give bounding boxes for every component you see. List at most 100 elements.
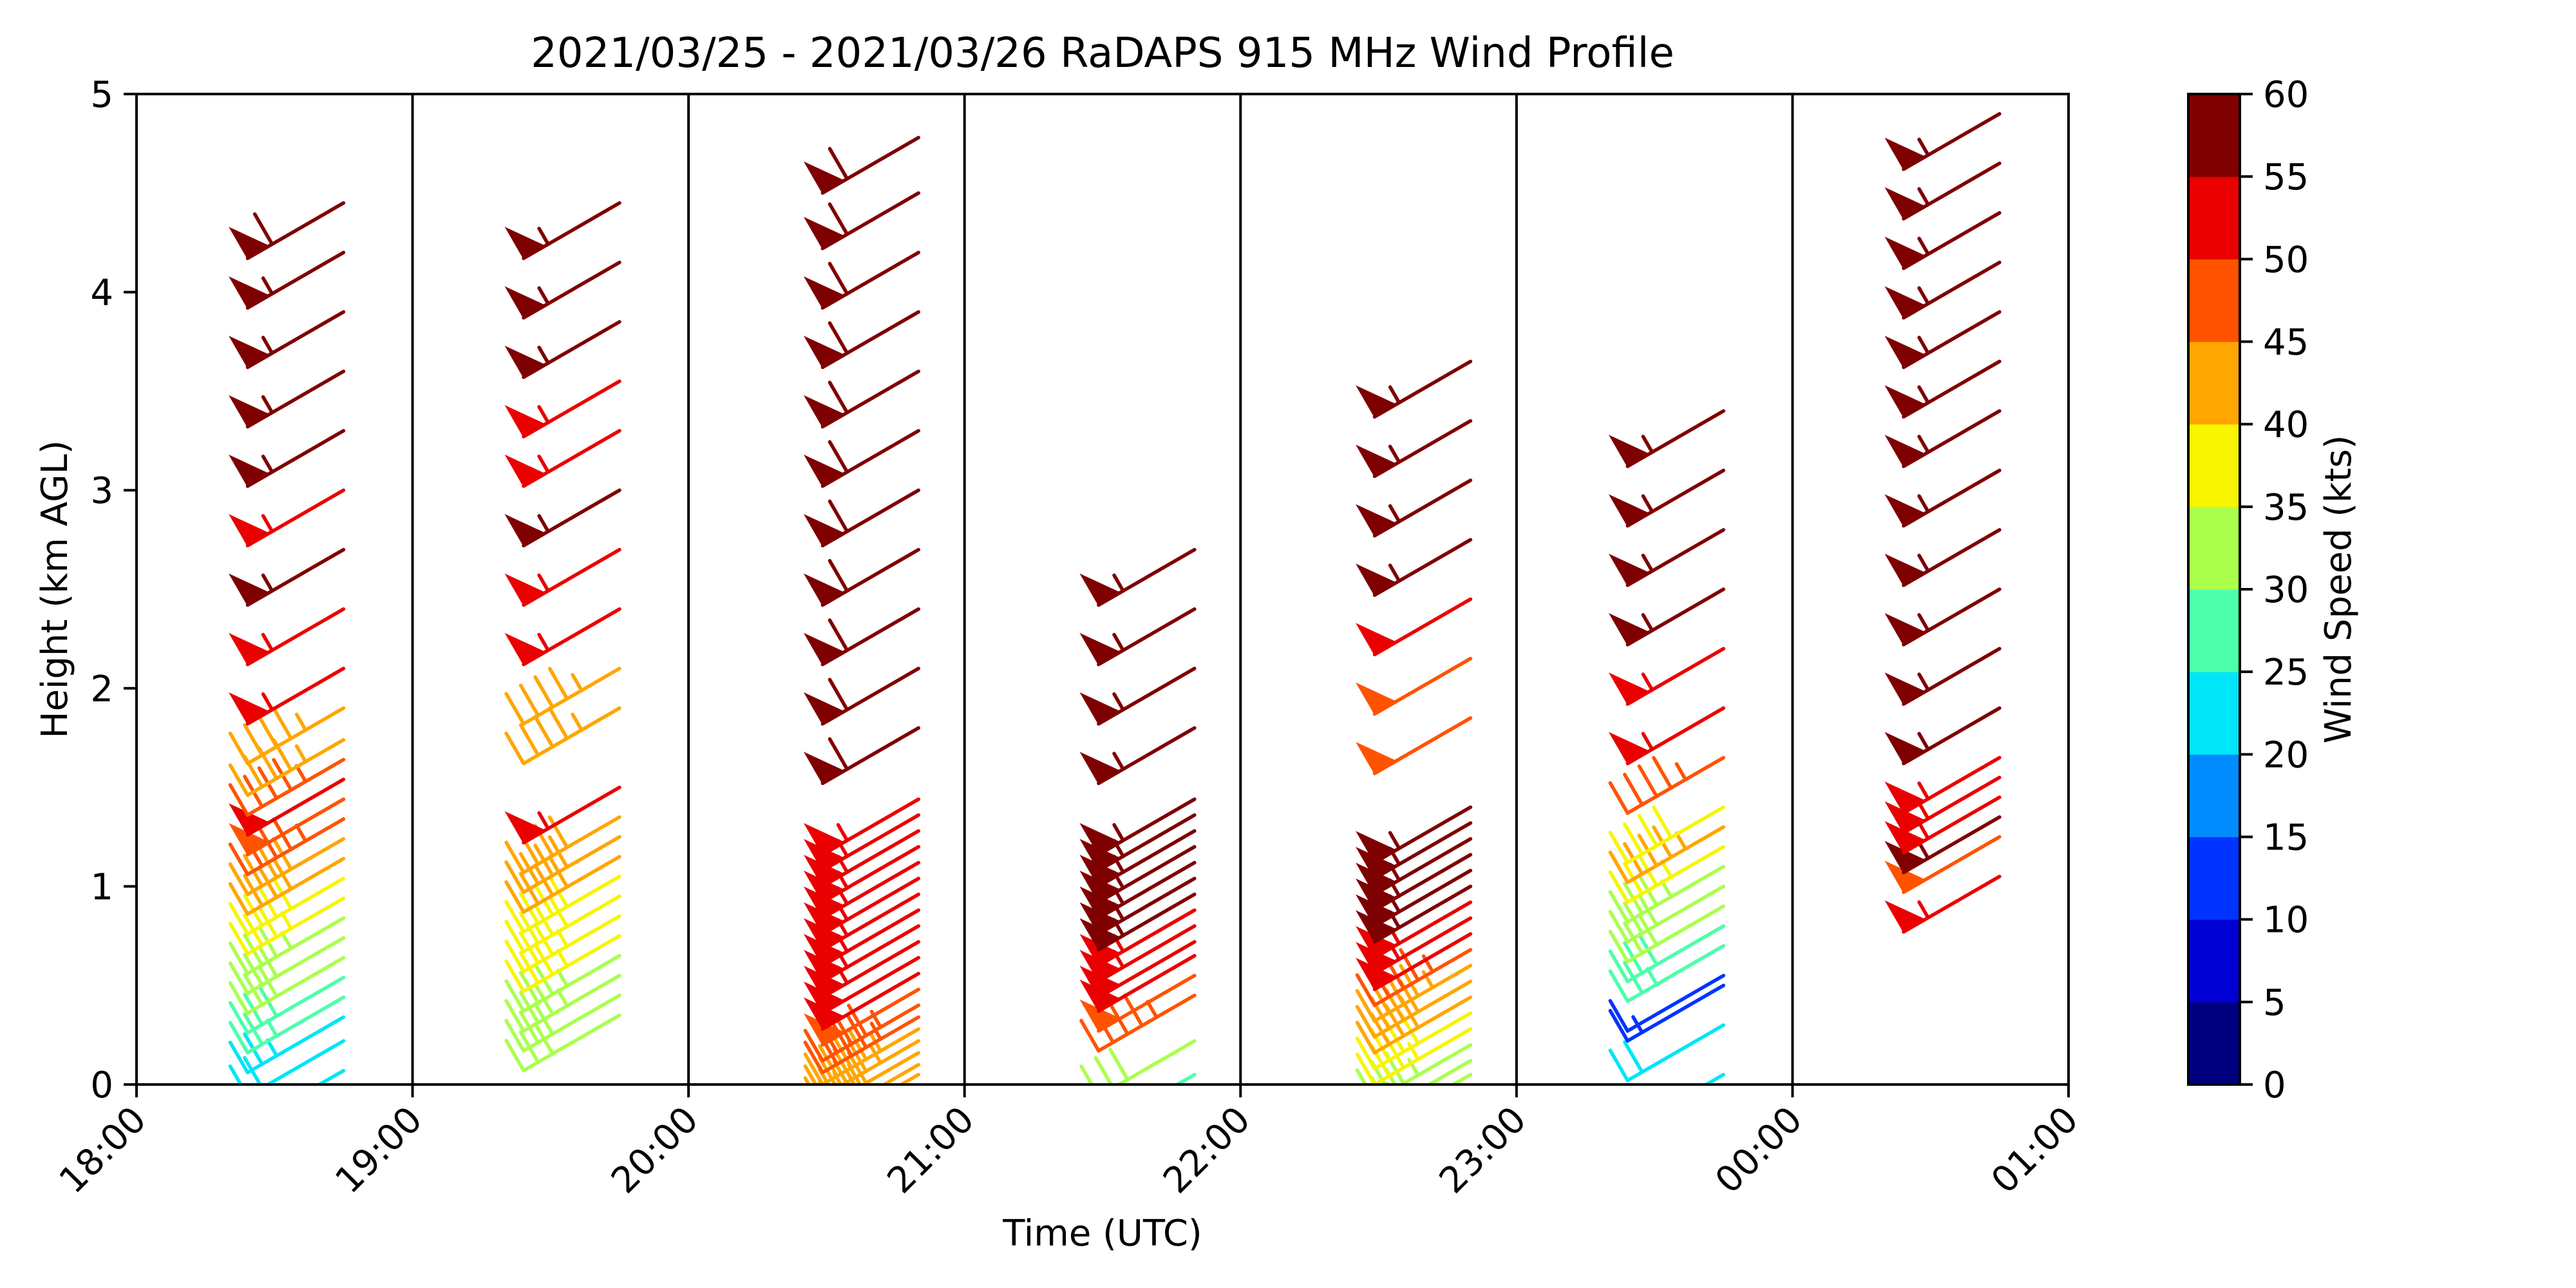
wind-barb [504, 974, 621, 1033]
wind-barb [504, 667, 621, 726]
colorbar-tick-label: 40 [2263, 404, 2309, 446]
wind-barb [229, 251, 346, 310]
wind-barb [1356, 716, 1473, 775]
wind-barb [1608, 805, 1726, 865]
wind-barb [1356, 805, 1473, 865]
colorbar-swatch [2188, 754, 2240, 837]
wind-barb [803, 547, 921, 607]
wind-barb [228, 995, 346, 1055]
y-axis-label: Height (km AGL) [34, 440, 76, 738]
wind-barb [1079, 726, 1197, 786]
wind-barb [1884, 706, 2002, 766]
wind-barb [803, 1051, 921, 1084]
colorbar-tick-label: 5 [2263, 982, 2286, 1024]
wind-barb [803, 797, 921, 857]
y-tick-label: 2 [90, 668, 113, 710]
colorbar-swatch [2188, 341, 2240, 425]
colorbar-swatch [2188, 424, 2240, 507]
wind-barb [1884, 468, 2002, 528]
plot-frame [135, 93, 2070, 1086]
wind-barb [1608, 845, 1726, 904]
colorbar-swatch [2188, 506, 2240, 590]
wind-barb [1884, 875, 2002, 934]
wind-barb [504, 954, 621, 1013]
wind-barb [1608, 587, 1726, 647]
colorbar-swatch [2188, 837, 2240, 920]
wind-barb [1884, 775, 2002, 835]
wind-barb [229, 369, 346, 429]
wind-barb [1608, 755, 1726, 815]
wind-barb [803, 191, 921, 251]
wind-barb [803, 726, 921, 786]
wind-barb [803, 667, 921, 726]
wind-barb [1884, 527, 2002, 587]
colorbar-swatch [2188, 1001, 2240, 1085]
wind-barb [1356, 419, 1473, 478]
wind-barb [1356, 538, 1473, 597]
wind-barb [803, 369, 921, 429]
wind-barb [803, 251, 921, 310]
wind-barb [1608, 468, 1726, 528]
wind-barb [504, 785, 621, 845]
wind-barb [229, 429, 346, 488]
colorbar-swatch [2188, 176, 2240, 260]
wind-barb [1884, 409, 2002, 468]
wind-barb [504, 429, 621, 488]
colorbar-tick-label: 45 [2263, 322, 2309, 364]
wind-barb [1884, 359, 2002, 419]
colorbar-swatch [2188, 919, 2240, 1003]
wind-barb [803, 607, 921, 667]
x-axis-label: Time (UTC) [1002, 1213, 1202, 1255]
wind-barb [1356, 478, 1473, 538]
wind-barb [1608, 409, 1726, 468]
wind-barb [316, 1068, 346, 1084]
wind-barb [1884, 755, 2002, 815]
wind-barb [1884, 587, 2002, 647]
wind-barb [504, 547, 621, 607]
wind-barb [229, 547, 346, 607]
colorbar-label: Wind Speed (kts) [2318, 435, 2360, 743]
wind-barb [1356, 597, 1473, 657]
wind-barb [1079, 607, 1197, 667]
wind-barb [229, 667, 346, 726]
colorbar-tick-label: 0 [2263, 1065, 2286, 1106]
wind-barb [504, 319, 621, 379]
wind-barb [1608, 647, 1726, 706]
wind-barb [1356, 359, 1473, 419]
wind-barb [228, 857, 346, 916]
wind-barb [1884, 112, 2002, 171]
colorbar-swatch [2188, 589, 2240, 672]
wind-barb [1608, 974, 1726, 1033]
colorbar-tick-label: 10 [2263, 900, 2309, 942]
wind-barb [504, 993, 621, 1053]
hour-divider-lines [411, 94, 1794, 1084]
wind-barb [229, 607, 346, 667]
y-tick-label: 4 [90, 272, 113, 314]
colorbar-tick-label: 30 [2263, 569, 2309, 611]
wind-barb [1884, 211, 2002, 270]
wind-barb [803, 1027, 921, 1084]
wind-barb [803, 429, 921, 488]
wind-barb [1608, 527, 1726, 587]
wind-barb [803, 310, 921, 370]
wind-barb [1608, 706, 1726, 766]
wind-barb [504, 706, 621, 766]
wind-barb [1884, 310, 2002, 370]
wind-barb [504, 201, 621, 260]
colorbar-swatch [2188, 94, 2240, 177]
y-tick-label: 1 [90, 866, 113, 908]
colorbar-tick-label: 15 [2263, 817, 2309, 859]
y-tick-label: 5 [90, 74, 113, 116]
wind-barb [803, 1039, 921, 1084]
wind-barb [1608, 1023, 1726, 1083]
wind-barb [228, 1039, 346, 1084]
wind-barb [504, 875, 621, 934]
y-tick-label: 3 [90, 470, 113, 512]
wind-barb [504, 895, 621, 954]
wind-barb [228, 706, 346, 766]
chart-title: 2021/03/25 - 2021/03/26 RaDAPS 915 MHz W… [531, 30, 1674, 77]
plot-area [135, 93, 2070, 1086]
wind-barb [1079, 1039, 1197, 1084]
colorbar-tick-label: 20 [2263, 734, 2309, 776]
wind-barb [1079, 797, 1197, 857]
